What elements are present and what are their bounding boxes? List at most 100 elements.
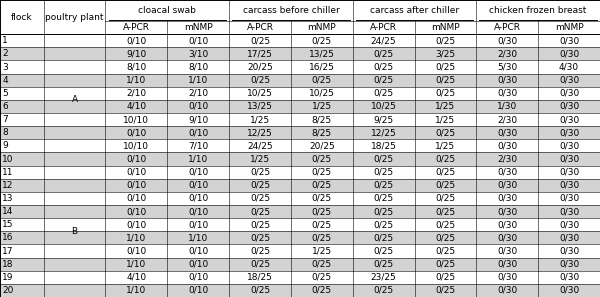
Bar: [0, 244, 600, 257]
Text: 0/25: 0/25: [436, 181, 455, 190]
Text: 2/30: 2/30: [497, 154, 517, 164]
Text: 0/25: 0/25: [436, 154, 455, 164]
Text: 0/30: 0/30: [559, 89, 579, 98]
Text: 19: 19: [2, 273, 14, 282]
Text: 0/25: 0/25: [374, 76, 394, 85]
Bar: [0, 231, 600, 244]
Text: 0/25: 0/25: [374, 49, 394, 59]
Text: 0/30: 0/30: [559, 115, 579, 124]
Text: 0/10: 0/10: [188, 168, 208, 177]
Bar: [0, 21, 600, 34]
Bar: [0, 218, 600, 231]
Text: 0/30: 0/30: [497, 233, 517, 242]
Text: 13/25: 13/25: [309, 49, 335, 59]
Text: 0/30: 0/30: [559, 247, 579, 255]
Text: 0/25: 0/25: [250, 36, 270, 45]
Text: 0/10: 0/10: [188, 220, 208, 229]
Text: 4/10: 4/10: [127, 102, 146, 111]
Text: 9: 9: [2, 141, 8, 150]
Text: 24/25: 24/25: [371, 36, 397, 45]
Text: 1/10: 1/10: [126, 233, 146, 242]
Text: 0/25: 0/25: [250, 247, 270, 255]
Text: 0/30: 0/30: [559, 181, 579, 190]
Text: 8/25: 8/25: [312, 128, 332, 137]
Text: 0/25: 0/25: [436, 286, 455, 295]
Text: 17: 17: [2, 247, 14, 255]
Text: 0/30: 0/30: [497, 181, 517, 190]
Text: 4/10: 4/10: [127, 273, 146, 282]
Text: 8/10: 8/10: [188, 63, 208, 72]
Text: 0/30: 0/30: [497, 194, 517, 203]
Text: 10/10: 10/10: [124, 115, 149, 124]
Text: 20/25: 20/25: [247, 63, 273, 72]
Text: 0/25: 0/25: [436, 207, 455, 216]
Text: 2: 2: [2, 49, 8, 59]
Text: 0/25: 0/25: [312, 36, 332, 45]
Bar: [0, 205, 600, 218]
Text: 0/30: 0/30: [497, 220, 517, 229]
Text: 0/30: 0/30: [497, 76, 517, 85]
Text: 12/25: 12/25: [247, 128, 273, 137]
Text: chicken frozen breast: chicken frozen breast: [490, 6, 587, 15]
Text: cloacal swab: cloacal swab: [139, 6, 196, 15]
Text: 0/25: 0/25: [250, 260, 270, 269]
Text: mNMP: mNMP: [555, 23, 583, 32]
Text: 0/25: 0/25: [374, 207, 394, 216]
Text: 17/25: 17/25: [247, 49, 273, 59]
Text: 0/30: 0/30: [497, 247, 517, 255]
Text: 13/25: 13/25: [247, 102, 273, 111]
Text: 10/25: 10/25: [247, 89, 273, 98]
Text: 0/25: 0/25: [250, 207, 270, 216]
Text: 0/25: 0/25: [312, 286, 332, 295]
Text: 0/25: 0/25: [250, 233, 270, 242]
Bar: [0, 47, 600, 61]
Text: 1/10: 1/10: [188, 233, 208, 242]
Text: 4: 4: [2, 76, 8, 85]
Text: 0/30: 0/30: [497, 273, 517, 282]
Text: 8: 8: [2, 128, 8, 137]
Text: 16: 16: [2, 233, 14, 242]
Text: 3: 3: [2, 63, 8, 72]
Text: 0/25: 0/25: [250, 181, 270, 190]
Text: 0/10: 0/10: [188, 207, 208, 216]
Text: 0/30: 0/30: [559, 220, 579, 229]
Text: A: A: [71, 95, 77, 104]
Text: 0/30: 0/30: [559, 154, 579, 164]
Text: 15: 15: [2, 220, 14, 229]
Text: 0/25: 0/25: [436, 247, 455, 255]
Text: mNMP: mNMP: [308, 23, 336, 32]
Text: 0/25: 0/25: [374, 168, 394, 177]
Text: 0/25: 0/25: [436, 233, 455, 242]
Text: 0/25: 0/25: [312, 154, 332, 164]
Text: 0/25: 0/25: [250, 220, 270, 229]
Text: 1/10: 1/10: [188, 76, 208, 85]
Text: 0/30: 0/30: [497, 207, 517, 216]
Text: 0/30: 0/30: [559, 260, 579, 269]
Text: 0/25: 0/25: [374, 260, 394, 269]
Text: 3/10: 3/10: [188, 49, 208, 59]
Text: 1/25: 1/25: [312, 247, 332, 255]
Text: 13: 13: [2, 194, 14, 203]
Text: 0/25: 0/25: [312, 168, 332, 177]
Text: 0/25: 0/25: [436, 76, 455, 85]
Text: 0/30: 0/30: [559, 76, 579, 85]
Text: 0/25: 0/25: [436, 273, 455, 282]
Bar: [0, 100, 600, 113]
Bar: [0, 284, 600, 297]
Text: 0/30: 0/30: [559, 194, 579, 203]
Text: 0/25: 0/25: [312, 220, 332, 229]
Bar: [0, 257, 600, 271]
Text: 0/30: 0/30: [559, 233, 579, 242]
Text: 0/25: 0/25: [436, 63, 455, 72]
Text: 10/25: 10/25: [309, 89, 335, 98]
Text: 0/10: 0/10: [188, 181, 208, 190]
Text: 1/25: 1/25: [436, 141, 455, 150]
Text: 0/30: 0/30: [559, 207, 579, 216]
Text: 8/10: 8/10: [126, 63, 146, 72]
Text: 0/10: 0/10: [188, 194, 208, 203]
Text: 0/25: 0/25: [374, 89, 394, 98]
Bar: [0, 166, 600, 179]
Text: 2/10: 2/10: [188, 89, 208, 98]
Text: 0/25: 0/25: [312, 233, 332, 242]
Text: 1: 1: [2, 36, 8, 45]
